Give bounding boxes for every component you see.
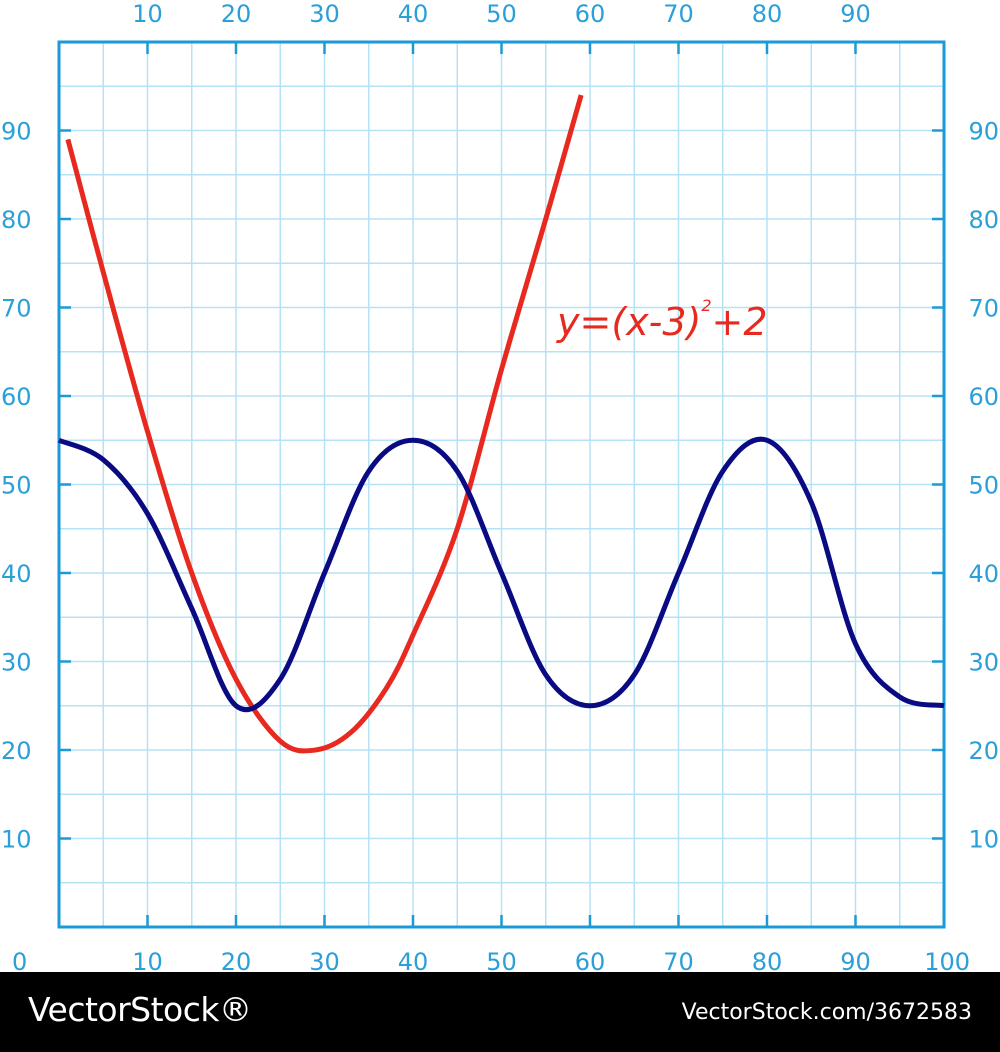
y-tick-label-left: 10 xyxy=(1,826,32,854)
y-tick-label-left: 30 xyxy=(1,649,32,677)
y-tick-label-left: 20 xyxy=(1,737,32,765)
y-tick-label-right: 90 xyxy=(968,118,999,146)
x-tick-label-bottom: 20 xyxy=(221,948,252,972)
tick-marks xyxy=(59,42,944,927)
y-tick-label-left: 60 xyxy=(1,383,32,411)
x-tick-label-top: 10 xyxy=(132,0,163,28)
y-tick-label-right: 20 xyxy=(968,737,999,765)
x-tick-label-bottom: 100 xyxy=(924,948,970,972)
y-tick-labels-right: 10 20 30 40 50 60 70 80 90 xyxy=(968,118,999,854)
series-layer xyxy=(57,94,945,754)
series-line-wave xyxy=(57,436,945,713)
x-tick-label-top: 20 xyxy=(221,0,252,28)
equation-annotation: y=(x-3)2+2 xyxy=(556,296,768,344)
x-tick-label-top: 50 xyxy=(486,0,517,28)
y-tick-labels-left: 10 20 30 40 50 60 70 80 90 xyxy=(1,118,32,854)
x-tick-label-bottom: 90 xyxy=(840,948,871,972)
equation-superscript: 2 xyxy=(701,296,711,315)
x-tick-label-bottom: 70 xyxy=(663,948,694,972)
y-tick-label-right: 80 xyxy=(968,206,999,234)
x-tick-labels-bottom: 0 10 20 30 40 50 60 70 80 90 100 xyxy=(12,948,970,972)
x-tick-label-top: 60 xyxy=(575,0,606,28)
y-tick-label-right: 60 xyxy=(968,383,999,411)
y-tick-label-left: 70 xyxy=(1,295,32,323)
x-tick-label-top: 90 xyxy=(840,0,871,28)
y-tick-label-right: 40 xyxy=(968,560,999,588)
footer-bar: VectorStock® VectorStock.com/3672583 xyxy=(0,972,1000,1052)
x-tick-label-bottom: 80 xyxy=(752,948,783,972)
x-tick-label-top: 30 xyxy=(309,0,340,28)
x-tick-label-bottom: 10 xyxy=(132,948,163,972)
x-tick-label-bottom: 40 xyxy=(398,948,429,972)
x-tick-label-bottom: 50 xyxy=(486,948,517,972)
x-tick-label-bottom: 0 xyxy=(12,948,27,972)
x-tick-label-top: 40 xyxy=(398,0,429,28)
x-tick-label-top: 80 xyxy=(752,0,783,28)
image-id-url: VectorStock.com/3672583 xyxy=(681,1000,972,1025)
x-tick-labels-top: 10 20 30 40 50 60 70 80 90 xyxy=(132,0,871,28)
y-tick-label-left: 80 xyxy=(1,206,32,234)
y-tick-label-right: 30 xyxy=(968,649,999,677)
equation-base: y=(x-3) xyxy=(556,300,701,344)
grid xyxy=(59,42,944,927)
x-tick-label-bottom: 30 xyxy=(309,948,340,972)
y-tick-label-left: 50 xyxy=(1,472,32,500)
brand-logo: VectorStock® xyxy=(28,990,252,1029)
y-tick-label-right: 70 xyxy=(968,295,999,323)
x-tick-label-bottom: 60 xyxy=(575,948,606,972)
chart: 0 10 20 30 40 50 60 70 80 90 100 10 20 30 40 50 60 70 80 9… xyxy=(1,0,999,972)
y-tick-label-right: 50 xyxy=(968,472,999,500)
y-tick-label-left: 40 xyxy=(1,560,32,588)
y-tick-label-left: 90 xyxy=(1,118,32,146)
x-tick-label-top: 70 xyxy=(663,0,694,28)
y-tick-label-right: 10 xyxy=(968,826,999,854)
series-line-parabola xyxy=(65,94,584,754)
equation-tail: +2 xyxy=(712,300,768,344)
